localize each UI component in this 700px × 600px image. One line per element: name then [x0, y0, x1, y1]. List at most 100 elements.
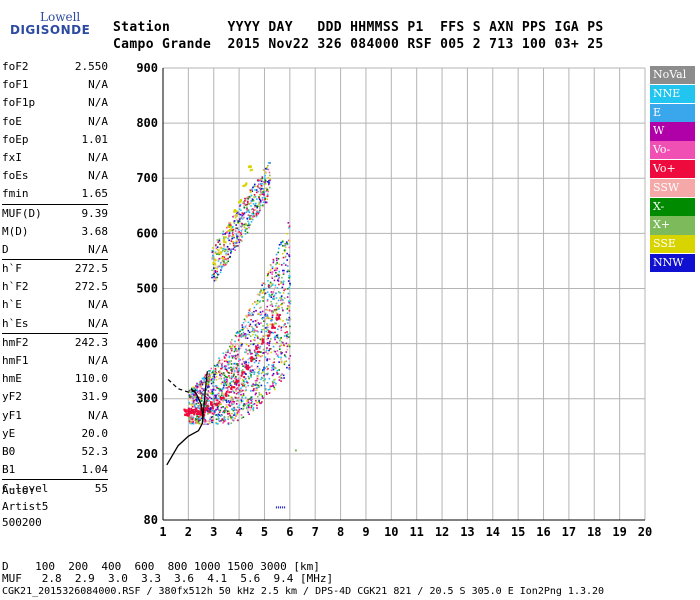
echo-point — [261, 377, 264, 380]
echo-point — [288, 364, 290, 367]
x-tick-label: 11 — [409, 525, 423, 539]
echo-point — [221, 365, 223, 368]
echo-point — [198, 392, 200, 394]
echo-point — [199, 419, 201, 422]
trace-point — [203, 411, 206, 414]
echo-point — [227, 404, 230, 406]
echo-point — [223, 248, 226, 251]
echo-point — [263, 195, 266, 197]
echo-point — [199, 423, 202, 425]
echo-point — [283, 244, 286, 247]
x-tick-label: 4 — [235, 525, 242, 539]
echo-point — [217, 251, 220, 254]
echo-point — [272, 291, 275, 293]
echo-point — [248, 226, 250, 229]
trace-point — [245, 367, 248, 370]
echo-point — [218, 414, 221, 416]
trace-point — [230, 228, 233, 231]
echo-point — [261, 197, 264, 199]
echo-point — [267, 274, 269, 276]
echo-point — [259, 190, 262, 193]
echo-point — [248, 398, 251, 400]
echo-point — [227, 367, 230, 370]
x-tick-label: 8 — [337, 525, 344, 539]
echo-point — [288, 345, 291, 348]
echo-point — [214, 389, 217, 391]
param-value: 272.5 — [74, 262, 108, 276]
echo-point — [224, 398, 227, 401]
echo-point — [266, 366, 268, 368]
echo-point — [220, 372, 223, 375]
echo-point — [280, 341, 283, 343]
echo-point — [246, 196, 248, 199]
echo-point — [253, 358, 256, 360]
echo-point — [239, 335, 242, 338]
echo-point — [233, 412, 236, 414]
trace-point — [247, 368, 250, 371]
echo-point — [230, 363, 233, 365]
y-tick-label: 500 — [136, 281, 158, 295]
echo-point — [284, 244, 287, 246]
echo-point — [241, 216, 243, 218]
trace-point — [197, 411, 200, 414]
echo-point — [278, 325, 280, 328]
echo-point — [276, 306, 279, 309]
echo-point — [262, 352, 264, 354]
echo-point — [193, 396, 196, 398]
echo-point — [253, 402, 256, 405]
echo-point — [250, 390, 252, 392]
echo-point — [269, 294, 272, 297]
echo-point — [250, 314, 253, 317]
echo-point — [244, 320, 247, 322]
echo-point — [242, 407, 245, 410]
echo-point — [219, 263, 222, 266]
trace-point — [271, 325, 274, 328]
echo-point — [240, 417, 243, 419]
echo-point — [264, 167, 267, 170]
echo-point — [233, 381, 235, 383]
echo-point — [276, 279, 279, 282]
echo-point — [274, 267, 277, 270]
echo-point — [222, 247, 225, 250]
trace-point — [250, 359, 253, 362]
echo-point — [222, 406, 224, 408]
echo-point — [227, 253, 229, 256]
echo-point — [273, 358, 276, 360]
echo-point — [269, 386, 271, 389]
echo-point — [222, 233, 224, 236]
echo-point — [250, 208, 253, 211]
echo-point — [228, 401, 231, 404]
echo-point — [220, 367, 222, 370]
echo-point — [239, 390, 242, 393]
echo-point — [289, 275, 291, 278]
echo-point — [252, 328, 254, 330]
echo-point — [280, 336, 282, 339]
echo-point — [289, 355, 292, 357]
trace-point — [195, 409, 198, 412]
echo-point — [255, 382, 257, 384]
echo-point — [256, 293, 259, 296]
echo-point — [213, 375, 216, 378]
x-tick-label: 6 — [286, 525, 293, 539]
echo-point — [209, 411, 211, 414]
echo-point — [258, 211, 260, 213]
echo-point — [236, 349, 239, 351]
echo-point — [266, 323, 268, 325]
echo-point — [208, 370, 210, 372]
param-key: B1 — [2, 463, 16, 477]
echo-point — [283, 335, 286, 337]
echo-point — [212, 385, 215, 388]
echo-point — [258, 381, 261, 384]
echo-point — [272, 382, 274, 385]
echo-point — [271, 311, 273, 314]
echo-point — [239, 239, 242, 241]
echo-point — [229, 242, 231, 245]
echo-point — [262, 348, 265, 351]
trace-point — [220, 247, 223, 250]
echo-point — [244, 230, 247, 232]
echo-point — [226, 231, 228, 233]
echo-point — [211, 276, 213, 279]
echo-point — [221, 257, 224, 259]
echo-point — [279, 292, 281, 294]
echo-point — [269, 269, 272, 271]
